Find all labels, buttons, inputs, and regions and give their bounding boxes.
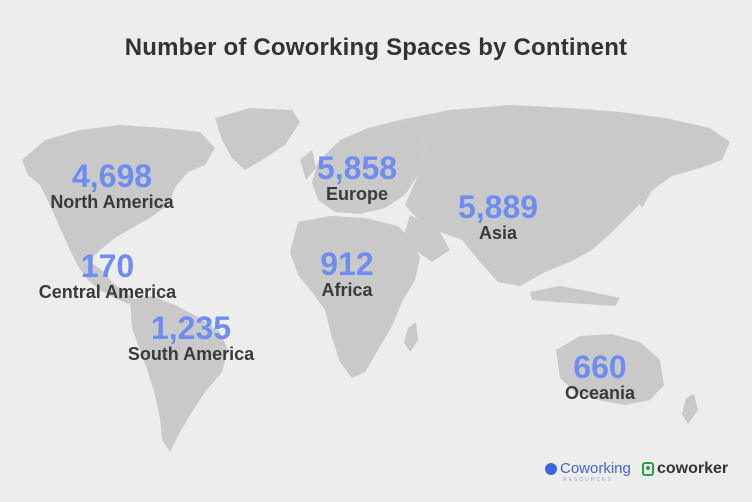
continent-label-south-america: 1,235 South America	[112, 312, 270, 363]
continent-label-africa: 912 Africa	[302, 248, 392, 299]
logos-footer: Coworking RESOURCES coworker	[0, 460, 752, 490]
continent-name: North America	[50, 192, 174, 212]
continent-label-central-america: 170 Central America	[25, 250, 190, 301]
coworking-resources-logo[interactable]: Coworking RESOURCES	[545, 460, 631, 483]
greenland-shape	[215, 108, 300, 170]
continent-count: 5,858	[316, 150, 398, 186]
new-zealand-shape	[682, 394, 698, 424]
asia-shape	[400, 105, 730, 286]
uk-shape	[300, 150, 316, 180]
pin-icon	[642, 462, 654, 476]
logo-name: Coworking	[560, 460, 631, 477]
continent-count: 4,698	[71, 158, 153, 194]
coworker-logo[interactable]: coworker	[642, 460, 728, 478]
continent-name: South America	[127, 344, 255, 364]
logo-subtitle: RESOURCES	[563, 477, 613, 483]
central-america-shape	[78, 262, 135, 304]
continent-count: 170	[80, 248, 135, 284]
southeast-asia-islands-shape	[530, 286, 620, 306]
north-america-shape	[22, 125, 215, 266]
continent-name: Europe	[325, 184, 388, 204]
south-america-shape	[130, 296, 228, 452]
madagascar-shape	[404, 322, 418, 352]
continent-label-asia: 5,889 Asia	[446, 191, 550, 242]
continent-count: 660	[573, 349, 627, 385]
africa-shape	[290, 216, 420, 378]
europe-shape	[312, 120, 425, 214]
continent-count: 1,235	[150, 310, 232, 346]
continent-label-oceania: 660 Oceania	[552, 351, 648, 402]
continent-name: Oceania	[564, 383, 636, 403]
australia-shape	[556, 334, 664, 405]
continent-count: 912	[320, 246, 374, 282]
continent-count: 5,889	[457, 189, 539, 225]
continent-name: Africa	[321, 280, 373, 300]
continent-label-europe: 5,858 Europe	[302, 152, 412, 203]
continent-label-north-america: 4,698 North America	[30, 160, 194, 211]
map-title: Number of Coworking Spaces by Continent	[124, 34, 628, 61]
continent-name: Central America	[38, 282, 177, 302]
japan-shape	[636, 170, 652, 208]
globe-icon	[545, 462, 557, 475]
logo-name: coworker	[657, 460, 729, 477]
continent-name: Asia	[478, 223, 518, 243]
